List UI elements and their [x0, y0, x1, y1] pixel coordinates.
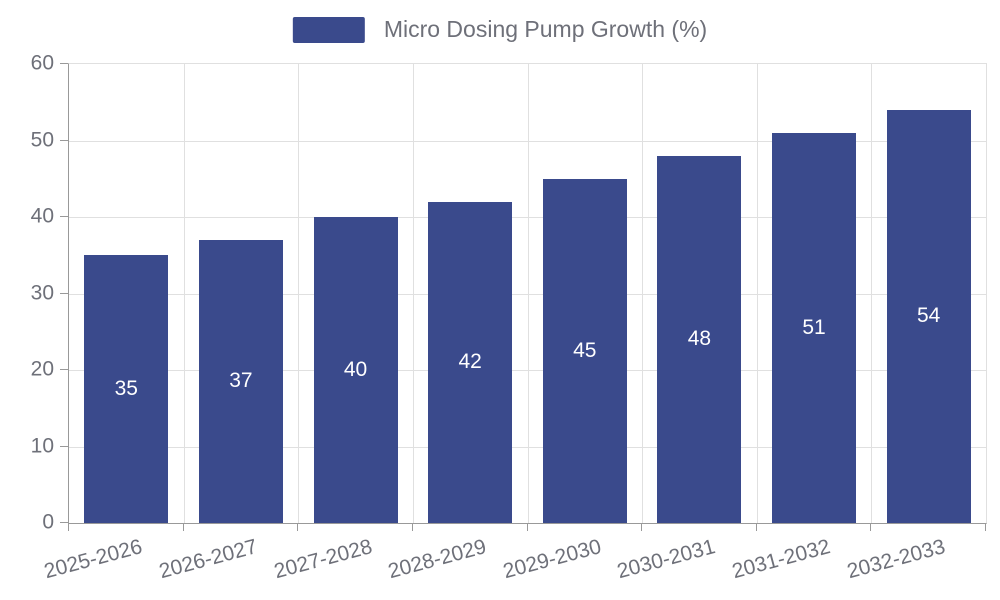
x-axis-tick — [297, 523, 299, 531]
plot-area: 35 37 40 42 45 48 51 54 — [68, 63, 987, 524]
bar-value-label: 35 — [114, 377, 138, 401]
bar-value-label: 51 — [802, 315, 826, 339]
x-axis-tick — [985, 523, 986, 531]
y-axis-tick — [60, 139, 68, 141]
x-axis-label: 2025-2026 — [42, 535, 146, 584]
bar-2032-2033[interactable]: 54 — [886, 109, 971, 523]
bar-2029-2030[interactable]: 45 — [542, 178, 627, 523]
gridline-vertical — [298, 64, 300, 523]
y-axis-label: 60 — [30, 51, 54, 75]
x-axis-label: 2026-2027 — [156, 535, 260, 584]
bar-value-label: 42 — [458, 350, 482, 374]
bar-value-label: 54 — [917, 304, 941, 328]
bar-2027-2028[interactable]: 40 — [313, 217, 398, 523]
x-axis-tick — [182, 523, 184, 531]
bar-2026-2027[interactable]: 37 — [198, 239, 283, 523]
legend-swatch — [292, 16, 365, 43]
bar-value-label: 48 — [687, 327, 712, 351]
x-axis-tick — [68, 523, 69, 531]
gridline-vertical — [412, 64, 414, 523]
legend-label: Micro Dosing Pump Growth (%) — [383, 16, 708, 42]
y-axis-label: 40 — [30, 204, 54, 228]
y-axis-label: 10 — [30, 434, 54, 457]
y-axis-tick — [60, 445, 68, 447]
bar-value-label: 40 — [343, 358, 368, 381]
bar-2025-2026[interactable]: 35 — [84, 255, 169, 523]
bar-2028-2029[interactable]: 42 — [428, 201, 513, 523]
y-axis-tick — [60, 216, 68, 217]
x-axis-tick — [870, 523, 872, 531]
bar-value-label: 45 — [573, 338, 597, 362]
x-axis-label: 2031-2032 — [729, 535, 833, 584]
y-axis-tick — [60, 522, 68, 523]
x-axis-tick — [411, 523, 413, 531]
y-axis-tick — [60, 369, 68, 370]
y-axis-label: 0 — [42, 510, 54, 534]
gridline-vertical — [756, 64, 758, 523]
x-axis-tick — [526, 523, 528, 531]
x-axis-label: 2032-2033 — [844, 535, 948, 584]
x-axis-label: 2029-2030 — [500, 535, 604, 584]
gridline-vertical — [871, 64, 873, 523]
gridline-vertical — [642, 64, 644, 523]
y-axis-label: 50 — [30, 128, 54, 151]
bar-2030-2031[interactable]: 48 — [657, 155, 742, 523]
legend-item[interactable]: Micro Dosing Pump Growth (%) — [292, 16, 708, 43]
y-axis-label: 20 — [30, 357, 54, 381]
y-axis-tick — [60, 292, 68, 294]
bar-2031-2032[interactable]: 51 — [772, 132, 857, 523]
x-axis-tick — [641, 523, 643, 531]
x-axis-label: 2027-2028 — [271, 535, 375, 584]
x-axis-label: 2028-2029 — [385, 535, 489, 584]
bar-value-label: 37 — [229, 369, 253, 393]
x-axis-tick — [755, 523, 757, 531]
gridline-vertical — [527, 64, 529, 523]
y-axis-label: 30 — [30, 281, 54, 304]
x-axis-label: 2030-2031 — [615, 535, 719, 584]
y-axis-tick — [60, 63, 68, 64]
gridline-vertical — [183, 64, 185, 523]
